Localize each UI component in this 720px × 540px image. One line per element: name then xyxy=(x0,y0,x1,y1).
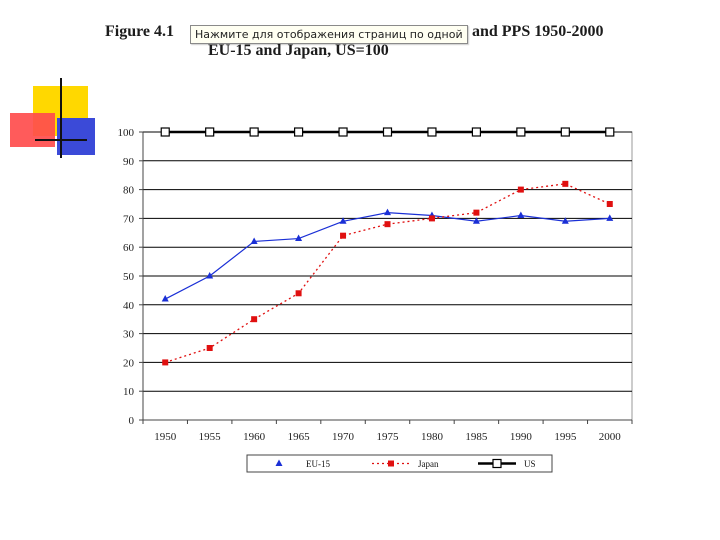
data-point-us xyxy=(249,127,259,137)
legend-label-japan: Japan xyxy=(418,459,439,469)
data-point-eu-15 xyxy=(339,217,347,224)
figure-title-line2: EU-15 and Japan, US=100 xyxy=(208,42,389,59)
data-point-japan xyxy=(473,209,480,216)
x-tick-label: 1970 xyxy=(332,431,355,443)
x-tick-label: 1980 xyxy=(421,431,444,443)
x-axis-ticks: 1950 1955 1960 1965 1970 1975 1980 1985 1990 1995… xyxy=(142,420,633,443)
y-tick-label: 70 xyxy=(123,213,135,225)
data-point-eu-15 xyxy=(384,208,391,216)
y-tick-label: 0 xyxy=(129,415,135,427)
legend-box xyxy=(246,454,553,473)
legend-item-japan: Japan xyxy=(372,459,439,469)
data-point-japan xyxy=(428,215,435,222)
series-eu-15 xyxy=(161,208,614,302)
legend-label-us: US xyxy=(524,459,536,469)
data-point-eu-15 xyxy=(472,217,480,224)
decor-blue-square xyxy=(57,118,95,155)
y-tick-label: 10 xyxy=(123,386,135,398)
data-point-us xyxy=(160,127,170,137)
decor-red-square xyxy=(10,113,55,147)
decor-horizontal-line xyxy=(35,139,87,141)
y-tick-label: 90 xyxy=(123,156,135,168)
data-point-us xyxy=(560,127,570,137)
data-point-japan xyxy=(384,221,391,228)
data-point-us xyxy=(427,127,437,137)
legend-marker-us xyxy=(492,458,502,469)
x-tick-label: 1975 xyxy=(377,431,400,443)
x-tick-label: 2000 xyxy=(599,431,622,443)
data-point-eu-15 xyxy=(517,211,525,219)
data-point-japan xyxy=(206,345,213,351)
figure-label: Figure 4.1 xyxy=(105,23,175,40)
legend: EU-15 Japan US xyxy=(246,454,553,473)
data-point-eu-15 xyxy=(606,214,614,221)
data-point-us xyxy=(338,127,348,137)
data-point-us xyxy=(471,127,482,137)
data-point-us xyxy=(605,127,615,137)
legend-item-us: US xyxy=(478,458,536,469)
data-point-eu-15 xyxy=(295,234,303,242)
data-point-japan xyxy=(562,180,569,187)
legend-marker-japan xyxy=(388,460,394,467)
figure-title-rest: rices and PPS 1950-2000 xyxy=(436,23,604,40)
legend-marker-eu-15 xyxy=(275,459,283,466)
tooltip: Нажмите для отображения страниц по одной xyxy=(190,25,468,44)
x-tick-label: 1960 xyxy=(243,431,266,443)
y-tick-label: 40 xyxy=(123,300,135,312)
data-point-japan xyxy=(606,201,613,207)
legend-label-eu-15: EU-15 xyxy=(306,459,330,469)
x-tick-label: 1955 xyxy=(199,431,222,443)
data-point-eu-15 xyxy=(206,272,214,279)
y-tick-label: 60 xyxy=(123,242,135,254)
series-us xyxy=(160,127,615,137)
data-point-japan xyxy=(295,290,302,297)
x-tick-label: 1950 xyxy=(154,431,177,443)
x-tick-label: 1995 xyxy=(554,431,577,443)
y-tick-label: 50 xyxy=(123,271,135,283)
y-tick-label: 30 xyxy=(123,329,135,341)
y-tick-label: 80 xyxy=(123,185,135,197)
series-lines xyxy=(160,127,615,366)
data-point-us xyxy=(205,127,215,137)
x-tick-label: 1965 xyxy=(288,431,311,443)
y-tick-label: 20 xyxy=(123,357,135,369)
y-axis-ticks: 0 10 20 30 40 50 60 70 80 90 100 xyxy=(118,127,632,427)
decor-vertical-line xyxy=(60,78,62,158)
data-point-japan xyxy=(340,232,347,239)
series-japan xyxy=(162,180,613,366)
data-point-japan xyxy=(162,359,169,366)
y-tick-label: 100 xyxy=(118,127,135,139)
data-point-eu-15 xyxy=(161,295,169,302)
data-point-japan xyxy=(251,316,258,323)
data-point-us xyxy=(293,127,304,137)
x-tick-label: 1985 xyxy=(465,431,488,443)
data-point-us xyxy=(382,127,393,137)
x-tick-label: 1990 xyxy=(510,431,533,443)
data-point-japan xyxy=(517,186,524,193)
legend-item-eu-15: EU-15 xyxy=(275,459,330,469)
data-point-us xyxy=(516,127,526,137)
data-point-eu-15 xyxy=(250,237,258,244)
data-point-eu-15 xyxy=(561,217,569,224)
